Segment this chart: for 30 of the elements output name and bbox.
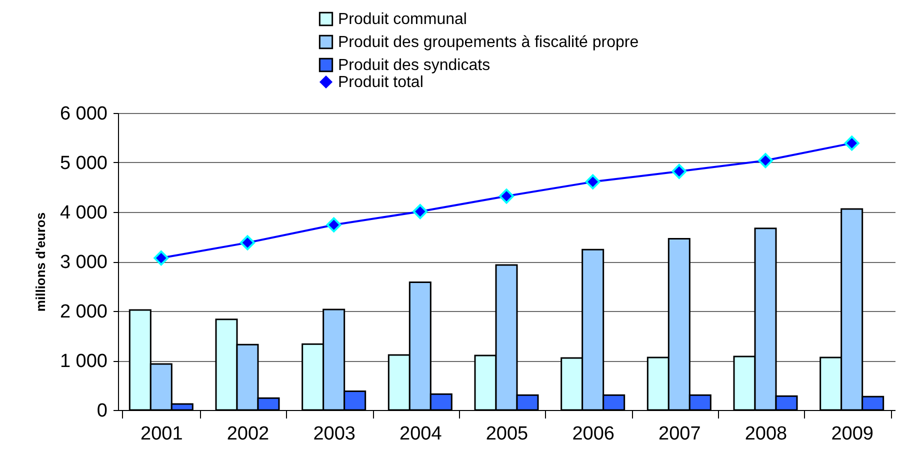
legend-label: Produit communal	[338, 11, 467, 28]
x-tick-label: 2008	[744, 424, 788, 444]
x-tick-label: 2003	[313, 424, 356, 444]
point	[585, 174, 600, 190]
x-tick-label: 2007	[658, 424, 701, 444]
point	[672, 164, 687, 179]
legend-label: Produit des groupements à fiscalité propre	[338, 34, 639, 51]
x-tick-label: 2009	[831, 424, 874, 444]
point	[154, 250, 169, 266]
x-tick-label: 2001	[140, 424, 183, 444]
x-tick-label: 2002	[226, 424, 270, 444]
y-axis-title: millions d'euros	[32, 212, 48, 312]
point	[498, 188, 514, 204]
x-tick-label: 2006	[572, 424, 614, 444]
x-tick-label: 2004	[400, 424, 442, 444]
legend-label: Produit total	[338, 74, 424, 91]
y-tick-label: 2 000	[60, 302, 108, 322]
point	[758, 153, 774, 168]
y-tick-label: 0	[96, 400, 108, 422]
point	[240, 235, 256, 250]
point	[844, 136, 860, 151]
x-tick-label: 2005	[486, 424, 528, 444]
y-tick-label: 1 000	[60, 351, 108, 372]
y-tick-label: 3 000	[60, 252, 108, 273]
legend-label: Produit des syndicats	[338, 57, 490, 74]
y-tick-label: 5 000	[60, 153, 108, 174]
y-tick-label: 6 000	[60, 104, 108, 124]
point	[412, 204, 428, 220]
point	[326, 217, 342, 232]
y-tick-label: 4 000	[60, 202, 108, 224]
